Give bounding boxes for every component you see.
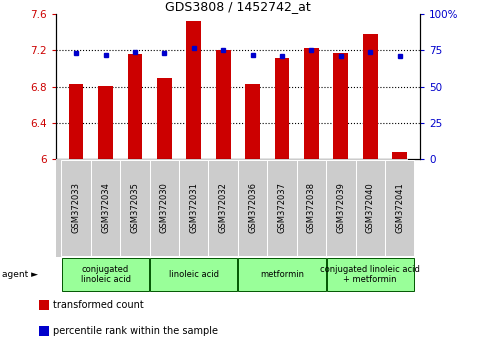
Text: GSM372038: GSM372038 — [307, 182, 316, 234]
Bar — [239, 258, 326, 291]
Text: GSM372033: GSM372033 — [71, 182, 81, 234]
Text: GSM372032: GSM372032 — [219, 183, 227, 233]
Text: GSM372036: GSM372036 — [248, 182, 257, 234]
Text: percentile rank within the sample: percentile rank within the sample — [53, 326, 218, 336]
Bar — [98, 86, 113, 159]
Text: conjugated
linoleic acid: conjugated linoleic acid — [81, 265, 130, 284]
Bar — [245, 84, 260, 159]
Bar — [120, 160, 150, 256]
Bar — [62, 258, 149, 291]
Text: GSM372034: GSM372034 — [101, 183, 110, 233]
Bar — [209, 160, 238, 256]
Bar — [267, 160, 297, 256]
Text: conjugated linoleic acid
+ metformin: conjugated linoleic acid + metformin — [320, 265, 420, 284]
Bar — [157, 78, 172, 159]
Text: GSM372030: GSM372030 — [160, 183, 169, 233]
Bar — [216, 50, 230, 159]
Text: linoleic acid: linoleic acid — [169, 270, 219, 279]
Bar — [179, 160, 209, 256]
Bar — [327, 258, 414, 291]
Text: agent ►: agent ► — [2, 270, 39, 279]
Bar — [61, 160, 91, 256]
Bar — [355, 160, 385, 256]
Bar — [333, 53, 348, 159]
Bar — [326, 160, 355, 256]
Bar — [128, 54, 142, 159]
Bar — [91, 160, 120, 256]
Text: GSM372031: GSM372031 — [189, 183, 198, 233]
Bar — [304, 48, 319, 159]
Text: metformin: metformin — [260, 270, 304, 279]
Bar — [385, 160, 414, 256]
Text: GSM372037: GSM372037 — [278, 182, 286, 234]
Title: GDS3808 / 1452742_at: GDS3808 / 1452742_at — [165, 0, 311, 13]
Bar — [150, 258, 237, 291]
Bar — [392, 152, 407, 159]
Bar — [238, 160, 267, 256]
Text: transformed count: transformed count — [53, 300, 144, 310]
Text: GSM372039: GSM372039 — [336, 183, 345, 233]
Bar — [186, 22, 201, 159]
Text: GSM372040: GSM372040 — [366, 183, 375, 233]
Bar — [363, 34, 378, 159]
Bar — [150, 160, 179, 256]
Text: GSM372041: GSM372041 — [395, 183, 404, 233]
Bar — [275, 58, 289, 159]
Bar — [297, 160, 326, 256]
Text: GSM372035: GSM372035 — [130, 183, 140, 233]
Bar — [69, 84, 84, 159]
